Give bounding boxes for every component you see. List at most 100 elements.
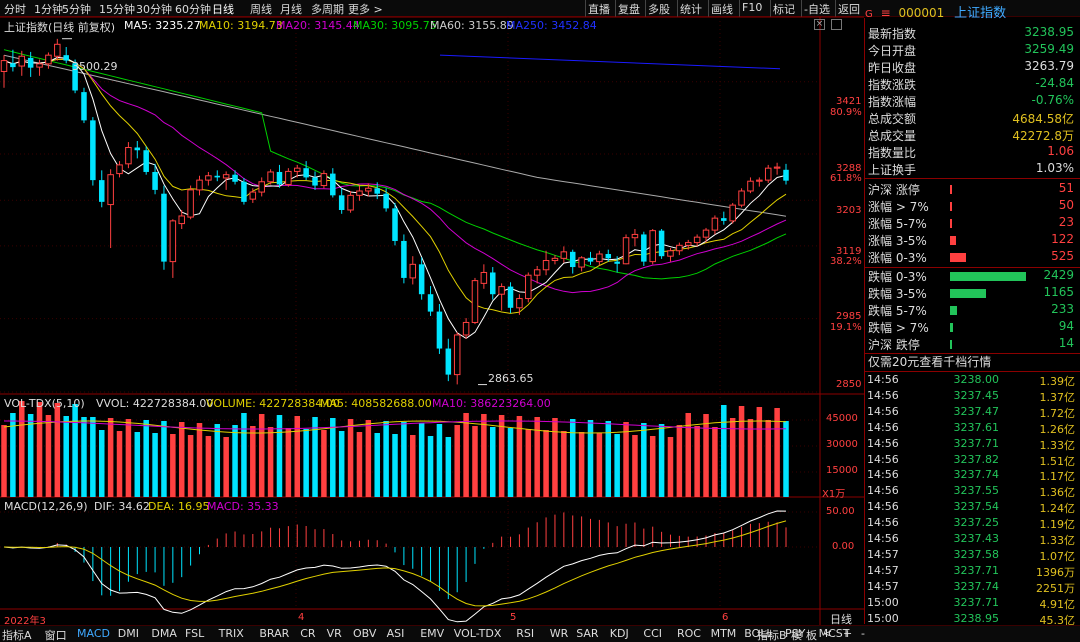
indicator-tab[interactable]: DMA: [151, 627, 177, 640]
volume-bar: [552, 418, 558, 497]
candle-body-down: [489, 272, 496, 295]
indicator-tab[interactable]: MCST: [818, 627, 850, 640]
volume-bar: [232, 425, 238, 497]
toolbar-button[interactable]: 直播: [588, 3, 610, 16]
indicator-tab[interactable]: WR: [549, 627, 569, 640]
period-tab[interactable]: 30分钟: [136, 3, 172, 16]
indicator-tab-right[interactable]: 模: [791, 629, 802, 642]
indicator-tab[interactable]: 指标A: [2, 629, 32, 642]
indicator-tab-right[interactable]: -: [861, 627, 865, 640]
candle-body-down: [507, 286, 514, 308]
indicator-tab[interactable]: PSY: [785, 627, 806, 640]
volume-bar: [578, 432, 585, 497]
volume-bar: [481, 414, 487, 497]
indicator-tab-right[interactable]: +: [843, 627, 853, 640]
candle-body-up: [0, 60, 8, 72]
candle-body-down: [436, 311, 443, 349]
indicator-tab[interactable]: MTM: [710, 627, 737, 640]
period-tab[interactable]: 5分钟: [62, 3, 91, 16]
ma30-label: MA30: 3095.75: [353, 19, 437, 32]
period-tab[interactable]: 15分钟: [99, 3, 135, 16]
y-tick: 3421: [836, 96, 862, 107]
toolbar-button[interactable]: 统计: [680, 3, 702, 16]
candle-body-up: [462, 321, 470, 336]
period-tab[interactable]: 1分钟: [34, 3, 63, 16]
menu-icon[interactable]: ≡: [880, 6, 891, 20]
chart-settings-icon[interactable]: [831, 19, 842, 30]
toolbar-button[interactable]: F10: [742, 1, 763, 14]
volume-bar: [250, 426, 256, 497]
candle-body-down: [134, 147, 141, 151]
stat-value: -0.76%: [1031, 93, 1074, 107]
volume-bar: [418, 423, 425, 497]
period-tab[interactable]: 更多 >: [348, 3, 383, 16]
tick-time: 15:00: [867, 611, 899, 625]
candle-body-up: [222, 174, 230, 179]
volume-bar: [170, 434, 176, 497]
indicator-tab[interactable]: RSI: [516, 627, 535, 640]
period-tab[interactable]: 日线: [212, 3, 234, 16]
tick-amount: 1.07亿: [1039, 549, 1076, 563]
breadth-bar: [950, 236, 956, 245]
vol-ma10-label: MA10: 386223264.00: [432, 397, 551, 410]
candle-body-down: [614, 261, 620, 264]
tick-price: 3237.82: [953, 452, 1000, 466]
indicator-tab[interactable]: FSL: [185, 627, 205, 640]
toolbar-button[interactable]: 标记: [773, 3, 795, 16]
indicator-tab-right[interactable]: 板: [806, 629, 817, 642]
indicator-tab[interactable]: CR: [300, 627, 316, 640]
indicator-tab[interactable]: SAR: [576, 627, 599, 640]
candle-body-up: [711, 217, 719, 231]
period-tab[interactable]: 分时: [4, 3, 26, 16]
tick-price: 3237.71: [953, 436, 1000, 450]
volume-bar: [489, 427, 496, 497]
indicator-tab[interactable]: MACD: [77, 627, 110, 640]
candle-body-up: [169, 220, 177, 263]
candle-body-up: [702, 229, 710, 238]
indicator-tab[interactable]: VR: [326, 627, 342, 640]
divider: [739, 0, 740, 17]
indicator-tab[interactable]: DMI: [117, 627, 140, 640]
indicator-tab[interactable]: KDJ: [609, 627, 629, 640]
indicator-tab[interactable]: CCI: [643, 627, 662, 640]
toolbar-button[interactable]: 多股: [648, 3, 670, 16]
indicator-tab[interactable]: ASI: [386, 627, 405, 640]
indicator-tab[interactable]: OBV: [353, 627, 377, 640]
promo-text[interactable]: 仅需20元查看千档行情: [868, 355, 992, 369]
tick-price: 3237.58: [953, 547, 1000, 561]
vol-y-tick: 30000: [826, 439, 858, 450]
toolbar-button[interactable]: 返回: [838, 3, 860, 16]
tick-price: 3237.71: [953, 595, 1000, 609]
toolbar-button[interactable]: 画线: [711, 3, 733, 16]
y-tick: 2985: [836, 311, 862, 322]
period-tab[interactable]: 月线: [280, 3, 302, 16]
volume-bar: [72, 404, 78, 497]
indicator-tab[interactable]: EMV: [420, 627, 445, 640]
breadth-value: 94: [1058, 319, 1074, 333]
candle-body-up: [36, 63, 43, 68]
indicator-tab[interactable]: ROC: [677, 627, 701, 640]
indicator-tab-right[interactable]: 指标B: [757, 629, 787, 642]
period-tab[interactable]: 60分钟: [175, 3, 211, 16]
period-tab[interactable]: 周线: [250, 3, 272, 16]
indicator-tab[interactable]: BOLL: [744, 627, 773, 640]
indicator-tab[interactable]: 窗口: [44, 629, 67, 642]
toolbar-button[interactable]: 复盘: [618, 3, 640, 16]
candle-body-up: [649, 230, 656, 263]
promo-row[interactable]: 仅需20元查看千档行情: [868, 353, 1078, 371]
period-tab[interactable]: 多周期: [311, 3, 344, 16]
candle-body-up: [667, 250, 674, 257]
tick-time: 14:57: [867, 563, 899, 577]
volume-bar: [338, 431, 345, 497]
divider: [865, 371, 1080, 372]
indicator-tab[interactable]: VOL-TDX: [453, 627, 502, 640]
indicator-tab[interactable]: BRAR: [259, 627, 290, 640]
tick-row: 14:57 3237.74 2251万: [867, 580, 1079, 596]
indicator-tab[interactable]: TRIX: [218, 627, 244, 640]
x-tick: 2022年3: [4, 616, 46, 627]
close-icon[interactable]: ×: [814, 19, 825, 30]
toolbar-button[interactable]: -自选: [804, 3, 830, 16]
chart-area[interactable]: [0, 0, 864, 625]
indicator-tab-right[interactable]: <: [823, 627, 833, 640]
tick-amount: 1396万: [1036, 565, 1075, 579]
